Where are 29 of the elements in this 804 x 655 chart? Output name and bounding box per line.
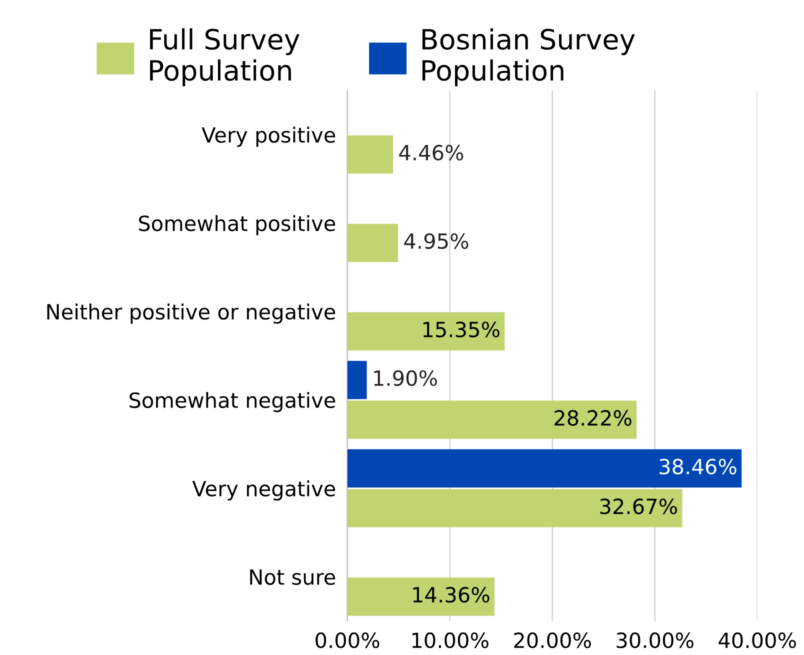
bar [347,449,742,488]
data-label: 28.22% [554,410,632,426]
legend-label: Full Survey Population [150,28,300,86]
bar [347,312,505,350]
bar [347,360,367,400]
bar [347,489,682,528]
y-tick-label: Very negative [192,480,336,501]
x-tick-label: 10.00% [412,632,488,648]
y-tick-label: Somewhat positive [138,215,336,236]
y-tick-label: Somewhat negative [130,392,336,412]
x-tick-label: 40.00% [718,632,796,648]
bar [347,135,394,174]
x-tick-label: 0.00% [316,632,380,648]
bar [347,400,637,439]
bar [347,578,495,616]
bar [347,224,398,262]
data-label: 15.35% [423,322,500,338]
data-label: 4.95% [404,233,468,249]
legend-label: Bosnian Survey Population [422,28,635,86]
y-tick-label: Very positive [202,126,336,147]
data-label: 1.90% [374,370,437,386]
x-tick-label: 20.00% [514,632,591,648]
data-label: 38.46% [660,458,736,474]
data-label: 14.36% [413,586,490,603]
data-label: 4.46% [399,144,464,161]
y-tick-label: Neither positive or negative [47,304,336,324]
x-tick-label: 30.00% [616,632,694,648]
data-label: 32.67% [600,498,677,514]
y-tick-label: Not sure [250,569,336,585]
